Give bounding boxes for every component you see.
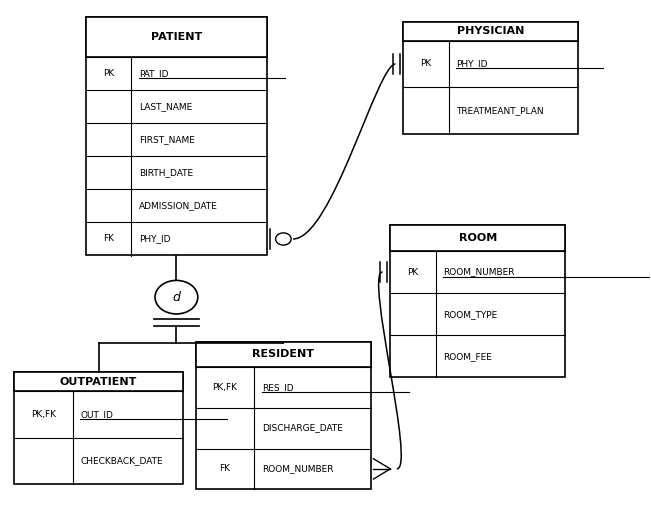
Bar bbox=[403, 22, 578, 41]
Text: PK,FK: PK,FK bbox=[31, 410, 56, 419]
Text: RES_ID: RES_ID bbox=[262, 383, 294, 392]
Text: PK: PK bbox=[103, 69, 114, 78]
Bar bbox=[391, 225, 565, 378]
Text: ROOM: ROOM bbox=[459, 233, 497, 243]
Text: PK: PK bbox=[421, 59, 432, 68]
Text: OUT_ID: OUT_ID bbox=[81, 410, 113, 419]
Text: ROOM_FEE: ROOM_FEE bbox=[443, 352, 492, 361]
Text: PHY_ID: PHY_ID bbox=[456, 59, 488, 68]
Bar bbox=[14, 373, 183, 391]
Text: CHECKBACK_DATE: CHECKBACK_DATE bbox=[81, 456, 163, 466]
Text: PHY_ID: PHY_ID bbox=[139, 235, 171, 243]
Bar bbox=[14, 373, 183, 484]
Text: ROOM_TYPE: ROOM_TYPE bbox=[443, 310, 498, 319]
Text: DISCHARGE_DATE: DISCHARGE_DATE bbox=[262, 424, 343, 433]
Text: ROOM_NUMBER: ROOM_NUMBER bbox=[443, 268, 515, 276]
Text: PK,FK: PK,FK bbox=[212, 383, 238, 392]
Text: PAT_ID: PAT_ID bbox=[139, 69, 169, 78]
Text: PHYSICIAN: PHYSICIAN bbox=[457, 26, 525, 36]
Bar bbox=[403, 22, 578, 133]
Bar bbox=[196, 342, 371, 489]
Bar bbox=[196, 342, 371, 367]
Text: TREATMEANT_PLAN: TREATMEANT_PLAN bbox=[456, 106, 544, 115]
Text: BIRTH_DATE: BIRTH_DATE bbox=[139, 169, 193, 177]
Text: RESIDENT: RESIDENT bbox=[253, 350, 314, 359]
Text: ROOM_NUMBER: ROOM_NUMBER bbox=[262, 464, 333, 473]
Text: PK: PK bbox=[408, 268, 419, 276]
Text: ADMISSION_DATE: ADMISSION_DATE bbox=[139, 201, 217, 211]
Text: LAST_NAME: LAST_NAME bbox=[139, 102, 192, 111]
Text: FIRST_NAME: FIRST_NAME bbox=[139, 135, 195, 144]
Bar bbox=[86, 17, 267, 255]
Bar bbox=[391, 225, 565, 251]
Text: PATIENT: PATIENT bbox=[151, 32, 202, 42]
Text: FK: FK bbox=[103, 235, 114, 243]
Text: FK: FK bbox=[219, 464, 230, 473]
Bar bbox=[86, 17, 267, 57]
Text: d: d bbox=[173, 291, 180, 304]
Text: OUTPATIENT: OUTPATIENT bbox=[60, 377, 137, 387]
